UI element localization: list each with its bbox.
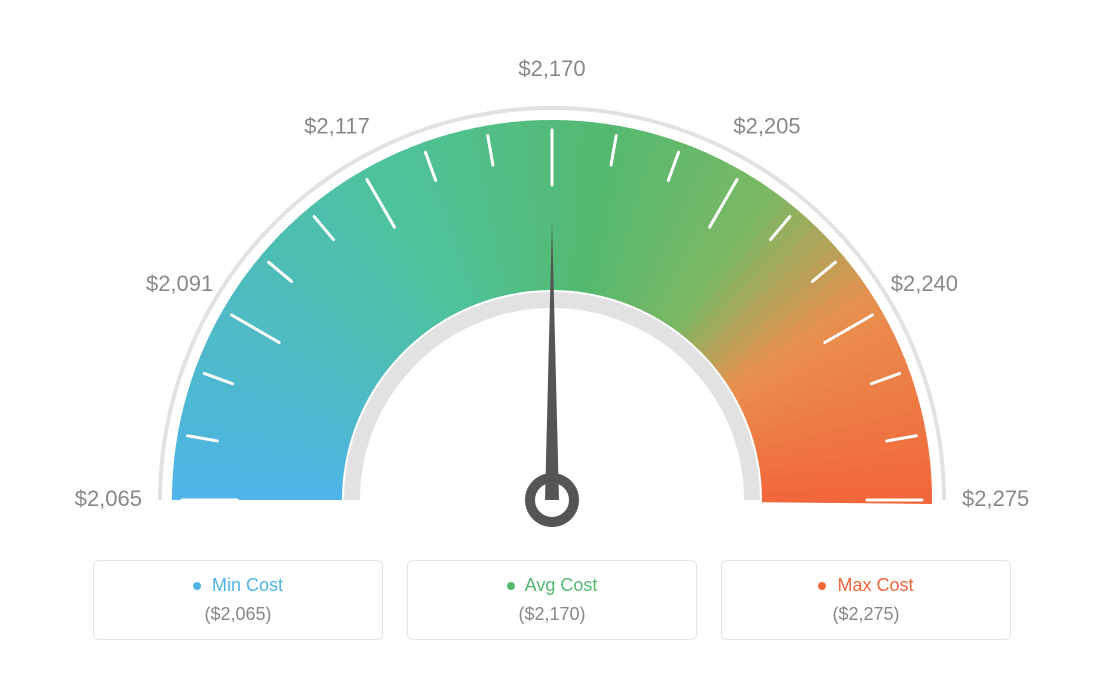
legend-row: Min Cost ($2,065) Avg Cost ($2,170) Max …	[0, 560, 1104, 640]
dot-icon	[818, 582, 826, 590]
cost-gauge-container: $2,065 $2,091 $2,117 $2,170 $2,205 $2,240 $2,2…	[0, 0, 1104, 690]
legend-value-avg: ($2,170)	[426, 604, 678, 625]
legend-card-avg: Avg Cost ($2,170)	[407, 560, 697, 640]
legend-card-min: Min Cost ($2,065)	[93, 560, 383, 640]
tick-label: $2,205	[733, 114, 800, 139]
dot-icon	[193, 582, 201, 590]
legend-title-avg: Avg Cost	[426, 575, 678, 596]
legend-title-max: Max Cost	[740, 575, 992, 596]
legend-title-min: Min Cost	[112, 575, 364, 596]
legend-value-min: ($2,065)	[112, 604, 364, 625]
gauge-chart: $2,065 $2,091 $2,117 $2,170 $2,205 $2,240 $2,2…	[0, 0, 1104, 560]
tick-label: $2,091	[146, 271, 213, 296]
tick-label: $2,275	[962, 486, 1029, 511]
legend-value-max: ($2,275)	[740, 604, 992, 625]
legend-card-max: Max Cost ($2,275)	[721, 560, 1011, 640]
tick-label: $2,240	[891, 271, 958, 296]
legend-label: Min Cost	[212, 575, 283, 595]
gauge-area: $2,065 $2,091 $2,117 $2,170 $2,205 $2,240 $2,2…	[0, 0, 1104, 560]
legend-label: Max Cost	[837, 575, 913, 595]
dot-icon	[507, 582, 515, 590]
tick-label: $2,117	[304, 114, 370, 139]
tick-label: $2,170	[518, 56, 585, 81]
tick-label: $2,065	[75, 486, 142, 511]
legend-label: Avg Cost	[525, 575, 598, 595]
